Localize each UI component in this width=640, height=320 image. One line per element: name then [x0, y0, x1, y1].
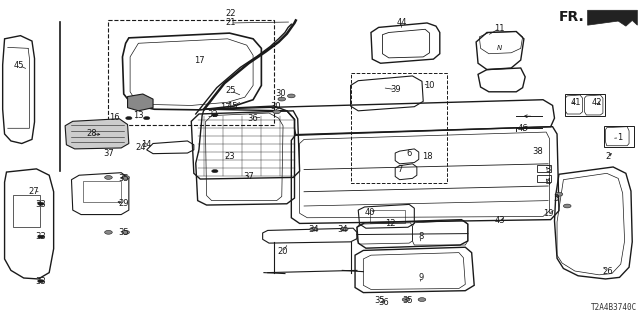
Text: 43: 43 — [494, 216, 505, 225]
Polygon shape — [588, 10, 637, 26]
Text: 39: 39 — [390, 85, 401, 94]
Circle shape — [38, 202, 44, 205]
Text: 22: 22 — [225, 9, 236, 18]
Text: 38: 38 — [532, 147, 543, 156]
Circle shape — [122, 230, 129, 234]
Text: 33: 33 — [36, 200, 46, 209]
Text: 25: 25 — [225, 86, 236, 95]
Text: FR.: FR. — [559, 10, 584, 24]
Bar — [370, 210, 404, 223]
Circle shape — [402, 298, 410, 301]
Circle shape — [340, 227, 348, 231]
Text: 42: 42 — [592, 98, 602, 107]
Circle shape — [273, 110, 280, 114]
Text: 32: 32 — [207, 110, 218, 119]
Text: 9: 9 — [418, 273, 423, 282]
Circle shape — [104, 230, 112, 234]
Polygon shape — [65, 119, 129, 149]
Circle shape — [143, 116, 150, 120]
Text: 11: 11 — [495, 24, 505, 33]
Text: 8: 8 — [418, 232, 424, 241]
Text: 35: 35 — [118, 174, 129, 183]
Text: 23: 23 — [224, 152, 235, 161]
Text: 21: 21 — [225, 19, 236, 28]
Text: 45: 45 — [14, 61, 24, 70]
Text: T2A4B3740C: T2A4B3740C — [591, 303, 637, 312]
Text: 37: 37 — [103, 149, 114, 158]
Text: 18: 18 — [422, 152, 433, 161]
Text: 28: 28 — [86, 130, 97, 139]
Text: 35: 35 — [374, 296, 385, 305]
Text: 37: 37 — [243, 172, 254, 181]
Polygon shape — [127, 94, 153, 111]
Circle shape — [38, 235, 44, 238]
Text: 33: 33 — [36, 232, 46, 241]
Text: 34: 34 — [308, 225, 319, 234]
Text: 41: 41 — [571, 98, 581, 107]
Text: 26: 26 — [603, 267, 613, 276]
Text: 36: 36 — [248, 114, 259, 123]
Text: 5: 5 — [553, 194, 558, 203]
Text: 36: 36 — [378, 298, 389, 307]
Bar — [108, 20, 274, 125]
Circle shape — [287, 94, 295, 98]
Bar — [565, 94, 605, 116]
Text: 44: 44 — [396, 18, 407, 27]
Circle shape — [212, 113, 218, 116]
Text: 40: 40 — [364, 208, 375, 217]
Text: 46: 46 — [517, 124, 528, 133]
Bar — [604, 126, 634, 147]
Text: 14: 14 — [141, 140, 152, 148]
Circle shape — [310, 227, 317, 231]
Text: 3: 3 — [545, 165, 551, 174]
Text: 7: 7 — [397, 165, 403, 174]
Text: 12: 12 — [385, 219, 396, 228]
Circle shape — [278, 97, 285, 101]
Text: 35: 35 — [118, 228, 129, 237]
Text: 29: 29 — [118, 199, 129, 208]
Text: 17: 17 — [220, 103, 231, 112]
Text: 30: 30 — [270, 102, 281, 111]
Circle shape — [212, 170, 218, 173]
Text: 30: 30 — [275, 89, 286, 98]
Circle shape — [563, 204, 571, 208]
Text: 10: 10 — [424, 81, 435, 90]
Text: 34: 34 — [337, 225, 348, 234]
Text: 1: 1 — [617, 133, 622, 142]
Text: 16: 16 — [109, 113, 120, 122]
Circle shape — [38, 280, 44, 283]
Text: 17: 17 — [194, 56, 204, 65]
Text: 4: 4 — [545, 178, 551, 187]
Text: 19: 19 — [543, 209, 554, 219]
Circle shape — [125, 116, 132, 120]
Text: 2: 2 — [605, 152, 611, 161]
Bar — [537, 175, 550, 182]
Text: 20: 20 — [278, 247, 288, 257]
Text: 15: 15 — [227, 101, 237, 111]
Text: N: N — [497, 45, 502, 51]
Circle shape — [418, 298, 426, 301]
Text: 27: 27 — [28, 187, 38, 196]
Bar — [351, 73, 447, 183]
Text: 33: 33 — [36, 277, 46, 286]
Bar — [537, 165, 550, 172]
Text: 13: 13 — [133, 111, 144, 120]
Bar — [83, 180, 121, 202]
Circle shape — [555, 192, 563, 196]
Circle shape — [104, 176, 112, 179]
Text: 6: 6 — [406, 149, 412, 158]
Circle shape — [122, 176, 129, 179]
Text: 24: 24 — [135, 143, 145, 152]
Text: 35: 35 — [403, 296, 413, 305]
Bar — [13, 195, 40, 227]
